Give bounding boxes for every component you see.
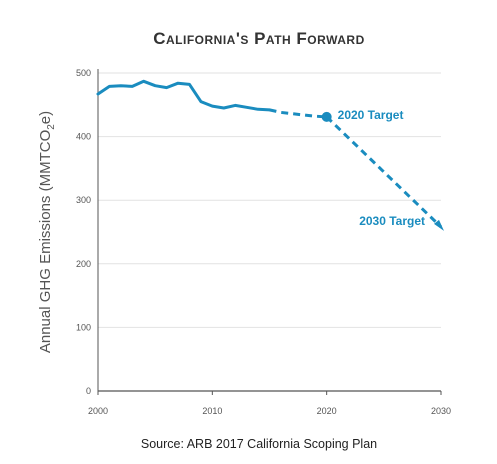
y-tick-label-200: 200 [76, 259, 91, 269]
gridlines [98, 72, 441, 328]
annotation-2020-target: 2020 Target [338, 108, 404, 122]
y-axis-label-subscript: 2 [46, 124, 57, 130]
y-axis-label-main: Annual GHG Emissions (MMTCO [37, 130, 54, 353]
series-line-projected-1 [269, 108, 327, 119]
x-tick-label-2000: 2000 [88, 406, 108, 416]
chart-title: California's Path Forward [153, 29, 365, 48]
x-tick-label-2020: 2020 [317, 406, 337, 416]
y-tick-label-300: 300 [76, 195, 91, 205]
y-axis-label-end: e) [37, 111, 54, 124]
y-tick-label-0: 0 [86, 386, 91, 396]
y-tick-label-400: 400 [76, 132, 91, 142]
series-lines [96, 79, 443, 228]
target-2030-arrowhead [434, 219, 444, 231]
series-line-historical-0 [96, 79, 271, 112]
x-tick-label-2030: 2030 [431, 406, 451, 416]
x-tick-label-2010: 2010 [202, 406, 222, 416]
y-tick-label-500: 500 [76, 68, 91, 78]
y-tick-label-100: 100 [76, 322, 91, 332]
source-caption: Source: ARB 2017 California Scoping Plan [141, 437, 377, 451]
y-axis-label: Annual GHG Emissions (MMTCO2e) [37, 111, 57, 353]
target-markers [321, 111, 444, 231]
series-line-projected-2 [325, 115, 443, 228]
y-tick-labels: 0 100 200 300 400 500 [76, 68, 91, 396]
x-tick-labels: 2000 2010 2020 2030 [88, 406, 451, 416]
annotation-2030-target: 2030 Target [359, 214, 425, 228]
target-2020-dot [321, 111, 332, 122]
axes [97, 69, 442, 395]
